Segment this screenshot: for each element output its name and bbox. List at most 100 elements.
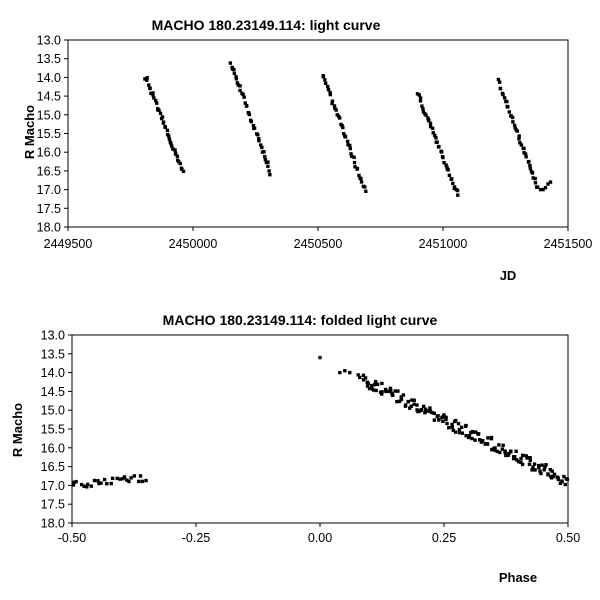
folded-data-point	[102, 477, 107, 482]
lightcurve-y-tick-label: 18.0	[37, 221, 61, 235]
lightcurve-data-point	[330, 99, 335, 103]
lightcurve-y-axis-label: R Macho	[22, 105, 37, 159]
folded-data-point	[533, 468, 537, 472]
folded-data-point	[546, 472, 550, 476]
lightcurve-data-point	[447, 173, 452, 178]
lightcurve-data-point	[238, 84, 242, 88]
folded-data-point	[369, 384, 374, 388]
folded-data-point	[99, 481, 103, 485]
folded-data-point	[358, 375, 362, 380]
lightcurve-y-tick-label: 14.0	[37, 71, 61, 85]
lightcurve-data-point	[177, 160, 181, 164]
folded-data-point	[361, 373, 366, 378]
folded-data-point	[537, 465, 541, 470]
lightcurve-data-point	[437, 144, 441, 149]
lightcurve-data-point	[262, 150, 266, 154]
lightcurve-data-point	[143, 77, 147, 81]
lightcurve-data-point	[524, 155, 528, 159]
folded-y-tick-label: 13.0	[41, 329, 65, 343]
lightcurve-data-point	[232, 67, 236, 72]
lightcurve-data-point	[340, 123, 344, 128]
folded-data-point	[127, 479, 131, 484]
folded-lightcurve-chart: MACHO 180.23149.114: folded light curve …	[10, 312, 580, 585]
lightcurve-data-point	[435, 140, 439, 144]
folded-data-point	[504, 453, 508, 458]
folded-data-point	[436, 414, 440, 418]
folded-y-tick-label: 17.5	[41, 498, 65, 512]
lightcurve-data-point	[417, 93, 421, 97]
lightcurve-data-point	[519, 143, 524, 147]
folded-data-point	[421, 404, 426, 409]
lightcurve-data-point	[428, 125, 433, 129]
folded-data-point	[497, 443, 501, 447]
lightcurve-data-point	[359, 180, 364, 184]
lightcurve-data-point	[505, 99, 509, 104]
lightcurve-data-point	[548, 180, 553, 184]
lightcurve-data-point	[511, 120, 515, 124]
folded-data-point	[72, 480, 76, 485]
folded-data-point	[464, 423, 468, 428]
folded-data-point	[481, 439, 485, 443]
folded-data-point	[425, 409, 429, 413]
folded-data-point	[444, 417, 448, 422]
lightcurve-data-point	[348, 143, 352, 148]
folded-data-point	[401, 393, 406, 397]
lightcurve-y-tick-label: 17.5	[37, 202, 61, 216]
lightcurve-data-point	[266, 164, 270, 169]
folded-data-point	[388, 386, 393, 391]
folded-data-point	[471, 430, 475, 434]
lightcurve-data-point	[439, 150, 444, 154]
lightcurve-data-point	[512, 123, 517, 128]
lightcurve-data-point	[352, 155, 356, 160]
lightcurve-data-point	[430, 126, 435, 131]
folded-data-point	[441, 419, 445, 424]
folded-data-point	[476, 432, 481, 436]
lightcurve-data-point	[173, 152, 178, 156]
folded-data-point	[550, 469, 554, 473]
lightcurve-x-tick-label: 2450000	[169, 237, 218, 251]
folded-y-tick-label: 15.5	[41, 423, 65, 437]
folded-data-point	[82, 484, 86, 488]
folded-data-point	[96, 479, 100, 483]
lightcurve-data-point	[321, 75, 326, 79]
folded-data-point	[399, 397, 404, 402]
folded-data-point	[524, 454, 528, 458]
lightcurve-data-point	[145, 76, 149, 80]
folded-data-point	[415, 403, 419, 407]
folded-data-point	[515, 458, 519, 462]
lightcurve-data-point	[234, 75, 238, 79]
lightcurve-data-point	[501, 92, 505, 97]
folded-data-point	[503, 449, 507, 453]
lightcurve-data-point	[446, 168, 450, 172]
folded-data-point	[489, 436, 494, 441]
lightcurve-data-point	[228, 61, 233, 65]
folded-data-point	[399, 395, 404, 399]
lightcurve-data-point	[424, 113, 428, 117]
lightcurve-data-point	[148, 86, 152, 90]
folded-data-point	[527, 462, 532, 466]
lightcurve-y-tick-label: 13.5	[37, 52, 61, 66]
lightcurve-data-point	[173, 148, 177, 152]
lightcurve-data-point	[502, 96, 507, 100]
folded-data-point	[361, 378, 366, 382]
folded-x-axis-label: Phase	[499, 570, 537, 585]
folded-data-point	[393, 389, 397, 393]
folded-data-point	[544, 463, 548, 467]
lightcurve-data-point	[441, 155, 445, 160]
folded-data-point	[408, 406, 412, 410]
lightcurve-data-point	[161, 120, 166, 124]
lightcurve-data-point	[242, 95, 246, 99]
lightcurve-data-point	[325, 84, 330, 89]
folded-data-point	[412, 398, 416, 402]
lightcurve-data-point	[517, 137, 521, 141]
folded-data-point	[129, 476, 133, 480]
lightcurve-data-point	[528, 163, 532, 168]
folded-data-point	[442, 413, 446, 417]
lightcurve-data-point	[170, 144, 174, 148]
folded-data-point	[122, 475, 127, 479]
folded-data-point	[459, 425, 464, 430]
folded-x-tick-label: 0.50	[556, 531, 580, 545]
folded-y-tick-label: 17.0	[41, 479, 65, 493]
lightcurve-data-point	[155, 101, 159, 105]
folded-data-point	[380, 392, 384, 396]
